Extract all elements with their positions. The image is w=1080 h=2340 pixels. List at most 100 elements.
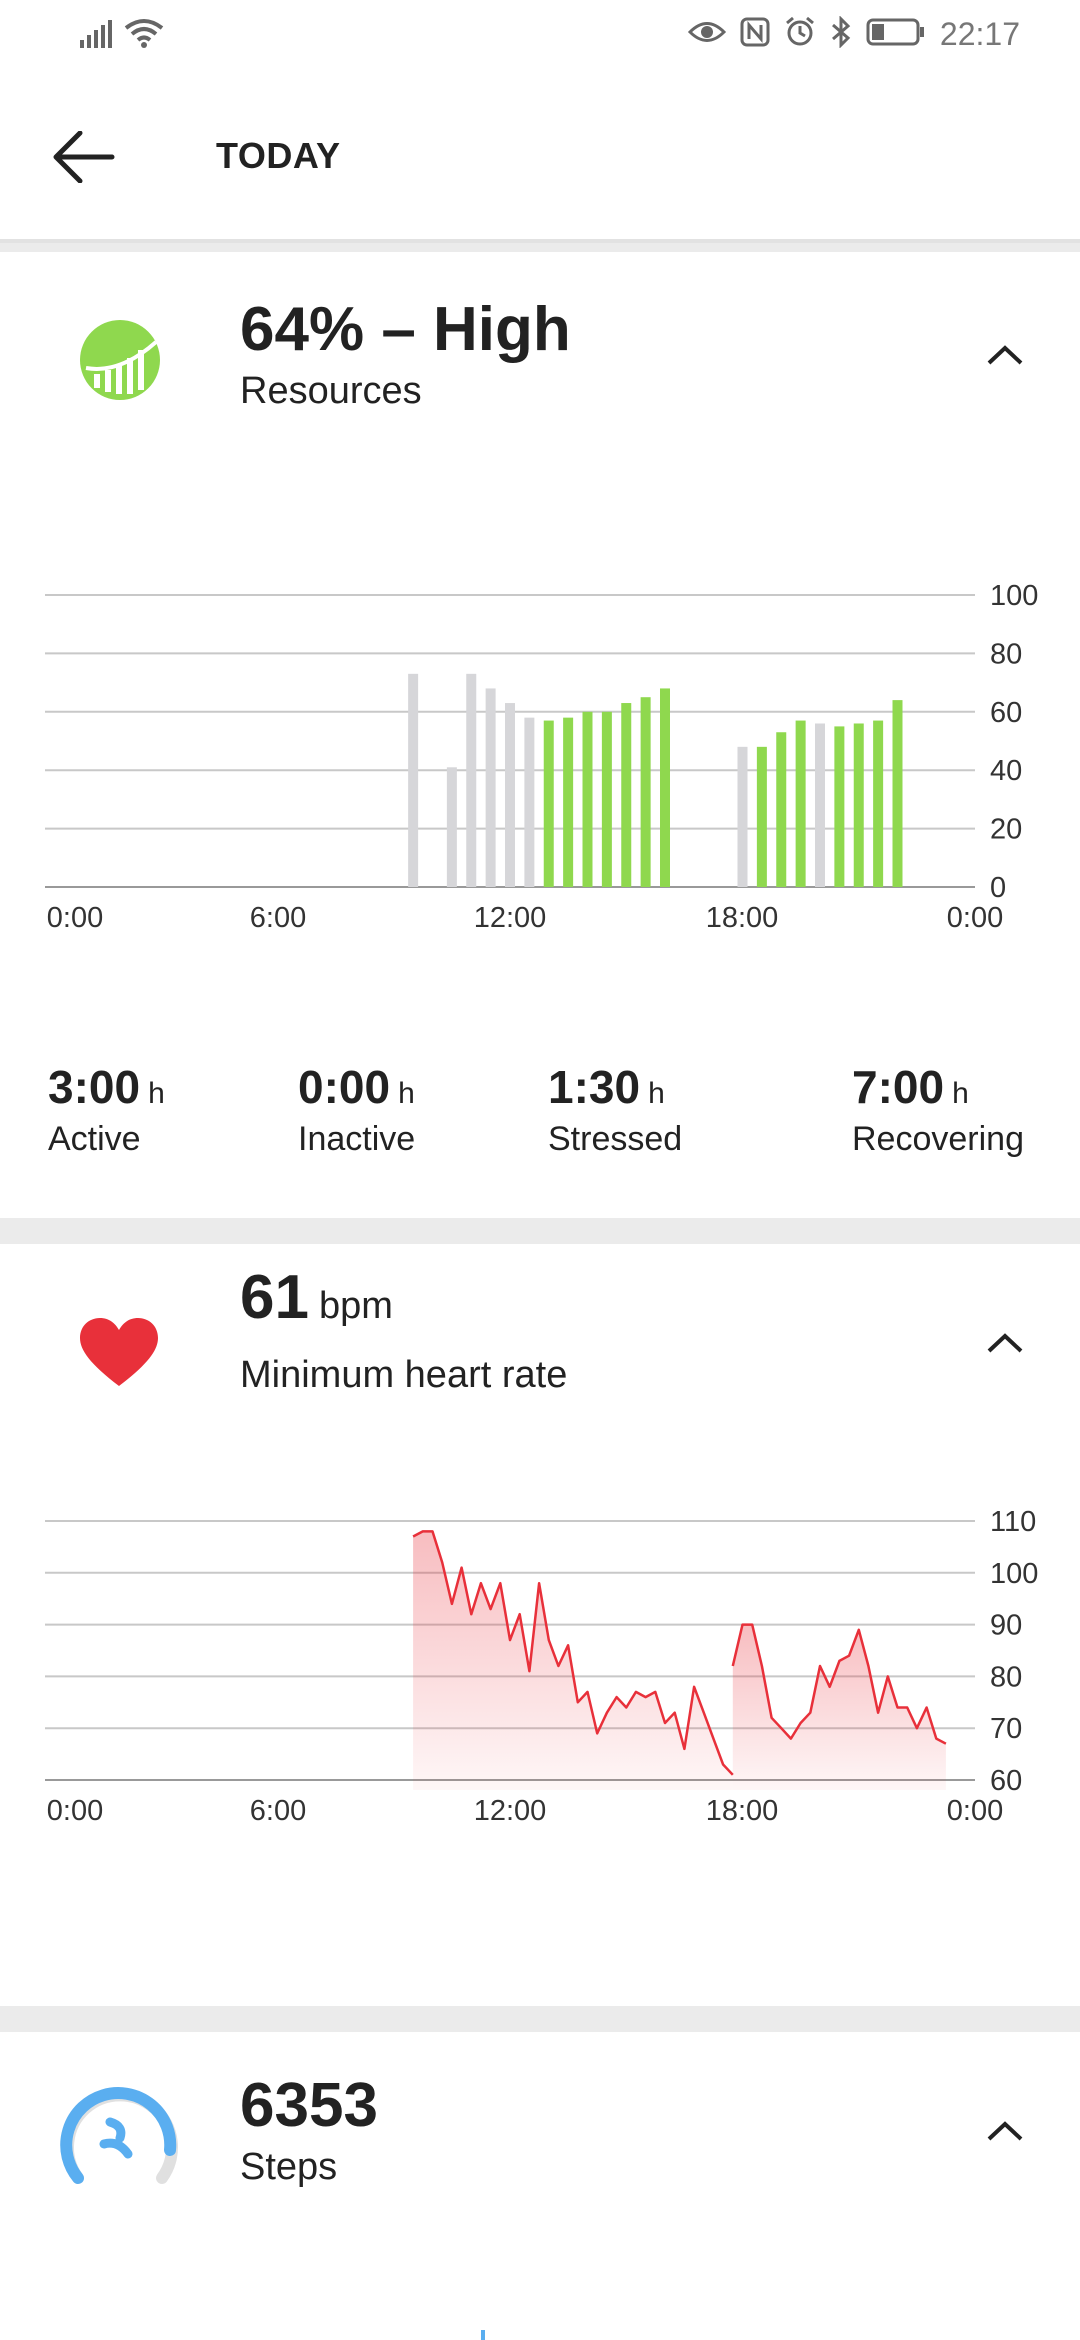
steps-value: 6353: [240, 2071, 378, 2140]
resource-bar: [466, 673, 477, 887]
resource-bar: [795, 720, 806, 887]
stat-unit: h: [952, 1077, 969, 1110]
back-arrow-icon: [52, 130, 116, 188]
stat-active: 3:00 h Active: [48, 1060, 165, 1159]
stat-label: Stressed: [548, 1120, 683, 1158]
stat-stressed: 1:30 h Stressed: [548, 1060, 682, 1159]
heart-icon: [80, 1318, 158, 1393]
stat-unit: h: [398, 1077, 415, 1110]
resource-bar: [640, 697, 651, 887]
collapse-steps-button[interactable]: [970, 2098, 1040, 2168]
heart-rate-value: 61 bpm: [240, 1262, 393, 1333]
stat-inactive: 0:00 h Inactive: [298, 1060, 415, 1159]
resource-bar: [756, 746, 767, 887]
x-tick-label: 18:00: [706, 902, 779, 934]
eye-icon: [687, 19, 727, 50]
steps-chart-marker: [481, 2330, 485, 2340]
resources-card: 64% – High Resources 0 20 40 60 80 100 0:00 6:0…: [0, 252, 1080, 1218]
battery-icon: [866, 17, 926, 52]
heart-rate-card: 61 bpm Minimum heart rate 60 70 80 90 100 110 0…: [0, 1244, 1080, 2006]
stat-unit: h: [648, 1077, 665, 1110]
resources-chart: 0 20 40 60 80 100 0:00 6:00 12:00 18:00 0:00: [45, 580, 1038, 934]
chevron-up-icon: [985, 2119, 1025, 2148]
resource-bar: [621, 703, 632, 887]
y-tick-label: 100: [990, 1558, 1038, 1590]
resources-gauge-icon: [80, 320, 160, 405]
resource-bar: [660, 688, 670, 887]
status-left: [80, 18, 164, 53]
y-tick-label: 100: [990, 580, 1038, 612]
collapse-resources-button[interactable]: [970, 322, 1040, 392]
y-tick-label: 80: [990, 638, 1022, 670]
resource-bar: [737, 746, 748, 887]
resource-bar: [524, 717, 535, 887]
heart-rate-line: [412, 1530, 734, 1776]
x-tick-label: 0:00: [47, 1795, 103, 1827]
resources-label: Resources: [240, 370, 422, 412]
y-tick-label: 110: [990, 1506, 1036, 1538]
signal-icon: [80, 20, 114, 53]
steps-card: 6353 Steps: [0, 2032, 1080, 2340]
heart-rate-line: [731, 1623, 947, 1745]
status-right: 22:17: [687, 15, 1020, 53]
resource-bar: [408, 673, 419, 887]
steps-gauge-icon: [58, 2078, 182, 2193]
x-tick-label: 0:00: [947, 1795, 1003, 1827]
steps-label: Steps: [240, 2146, 338, 2188]
app-bar: TODAY: [0, 75, 1080, 243]
heart-rate-chart: 60 70 80 90 100 110 0:00 6:00 12:00 18:00 0:00: [45, 1506, 1038, 1827]
heart-rate-area: [413, 1531, 733, 1790]
resource-bar: [505, 703, 515, 887]
y-tick-label: 80: [990, 1661, 1022, 1693]
resources-value: 64% – High: [240, 295, 571, 364]
resource-bar: [815, 723, 825, 887]
stat-label: Recovering: [852, 1120, 1024, 1158]
stat-recovering: 7:00 h Recovering: [852, 1060, 1024, 1159]
resource-bar: [834, 726, 845, 887]
heart-rate-area: [732, 1624, 946, 1790]
alarm-icon: [784, 16, 816, 53]
x-tick-label: 12:00: [474, 1795, 547, 1827]
page-title: TODAY: [216, 135, 341, 176]
x-tick-label: 6:00: [250, 902, 306, 934]
stat-value: 3:00: [48, 1061, 141, 1113]
stat-value: 7:00: [852, 1061, 945, 1113]
y-tick-label: 40: [990, 755, 1022, 787]
x-tick-label: 12:00: [474, 902, 547, 934]
heart-rate-number: 61: [240, 1263, 309, 1332]
resource-bar: [543, 720, 554, 887]
collapse-heart-button[interactable]: [970, 1310, 1040, 1380]
nfc-icon: [740, 17, 770, 52]
resource-bar: [853, 723, 864, 887]
stat-value: 0:00: [298, 1061, 391, 1113]
resource-bar: [601, 711, 612, 887]
x-tick-label: 6:00: [250, 1795, 306, 1827]
status-time: 22:17: [939, 16, 1020, 52]
resource-bar: [485, 688, 496, 887]
y-tick-label: 90: [990, 1610, 1022, 1642]
stat-label: Active: [48, 1120, 141, 1158]
stat-value: 1:30: [548, 1061, 641, 1113]
resource-bar: [873, 720, 884, 887]
wifi-icon: [124, 18, 164, 53]
resource-bar: [446, 767, 457, 887]
resource-bar: [582, 711, 593, 887]
heart-rate-label: Minimum heart rate: [240, 1354, 568, 1396]
y-tick-label: 60: [990, 1765, 1022, 1797]
x-tick-label: 0:00: [947, 902, 1003, 934]
resource-bar: [776, 732, 787, 887]
heart-rate-unit: bpm: [318, 1285, 393, 1327]
y-tick-label: 60: [990, 697, 1022, 729]
status-bar: 22:17: [0, 0, 1080, 75]
x-tick-label: 0:00: [47, 902, 103, 934]
resource-bar: [563, 717, 574, 887]
back-button[interactable]: [44, 119, 124, 199]
y-tick-label: 70: [990, 1713, 1022, 1745]
chevron-up-icon: [985, 1331, 1025, 1360]
bluetooth-icon: [830, 15, 852, 53]
stat-label: Inactive: [298, 1120, 416, 1158]
chevron-up-icon: [985, 343, 1025, 372]
stat-unit: h: [148, 1077, 165, 1110]
resource-bar: [892, 700, 903, 887]
y-tick-label: 0: [990, 872, 1006, 904]
